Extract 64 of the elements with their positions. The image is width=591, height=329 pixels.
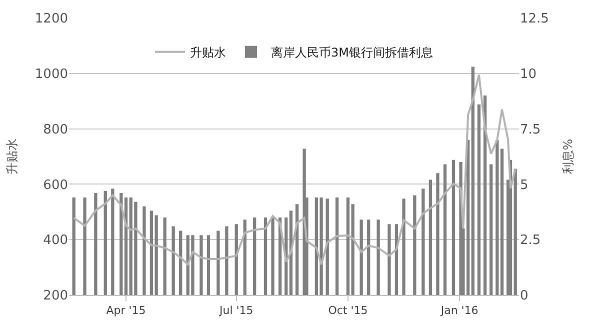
y-tick-label: 600 — [43, 178, 68, 193]
bar — [150, 210, 154, 295]
y2-tick-label: 10 — [520, 66, 537, 82]
bar — [360, 220, 363, 295]
bar — [351, 204, 354, 295]
bar — [83, 198, 86, 295]
y-tick-label: 1000 — [34, 66, 68, 82]
bar — [216, 230, 220, 295]
bar — [490, 164, 493, 295]
y2-tick-label: 7.5 — [520, 122, 541, 138]
y2-tick-label: 2.5 — [520, 233, 541, 248]
y-tick-label: 200 — [43, 288, 68, 304]
bar — [428, 180, 432, 295]
bar — [388, 224, 391, 295]
bar — [200, 235, 203, 295]
legend-label: 升贴水 — [190, 46, 226, 60]
bar — [225, 226, 228, 295]
x-tick-label: Apr '15 — [106, 304, 146, 318]
bar — [471, 66, 474, 295]
y-axis-title: 升贴水 — [5, 138, 20, 174]
y2-axis-title: 利息% — [560, 138, 575, 174]
bar — [326, 198, 329, 295]
bar — [124, 198, 128, 295]
bar — [422, 188, 425, 295]
line-series — [72, 74, 516, 266]
bar — [367, 220, 370, 295]
bar — [376, 220, 380, 295]
y2-tick-label: 0 — [520, 288, 528, 304]
bar — [253, 217, 256, 295]
bar — [179, 230, 182, 295]
y2-tick-label: 5 — [520, 178, 528, 193]
y-tick-label: 1200 — [34, 12, 68, 27]
bar — [496, 140, 499, 295]
bar — [142, 206, 146, 295]
bar — [111, 188, 114, 295]
bar — [477, 104, 481, 295]
bar — [172, 226, 175, 295]
bar — [271, 217, 274, 295]
bar — [206, 235, 210, 295]
x-tick-label: Oct '15 — [328, 304, 368, 318]
bar — [264, 217, 268, 295]
x-tick-label: Jul '15 — [218, 304, 254, 318]
bar — [72, 198, 76, 295]
bar — [104, 190, 107, 295]
y-tick-label: 800 — [43, 122, 68, 138]
bar — [94, 193, 98, 295]
bar — [154, 215, 158, 295]
y2-tick-label: 12.5 — [520, 12, 549, 27]
bar — [436, 173, 440, 295]
bar — [243, 220, 246, 295]
y-tick-label: 400 — [43, 233, 68, 248]
bar — [120, 193, 123, 295]
x-tick-label: Jan '16 — [440, 304, 478, 318]
bar — [402, 198, 406, 295]
bar — [452, 160, 456, 295]
bar — [163, 217, 166, 295]
bar — [346, 198, 350, 295]
bar — [413, 195, 416, 295]
legend-label: 离岸人民币3M银行间拆借利息 — [271, 46, 433, 60]
bar — [335, 198, 339, 295]
bar — [234, 224, 238, 295]
bar — [500, 148, 504, 295]
bar — [514, 168, 517, 295]
bar — [443, 164, 447, 295]
